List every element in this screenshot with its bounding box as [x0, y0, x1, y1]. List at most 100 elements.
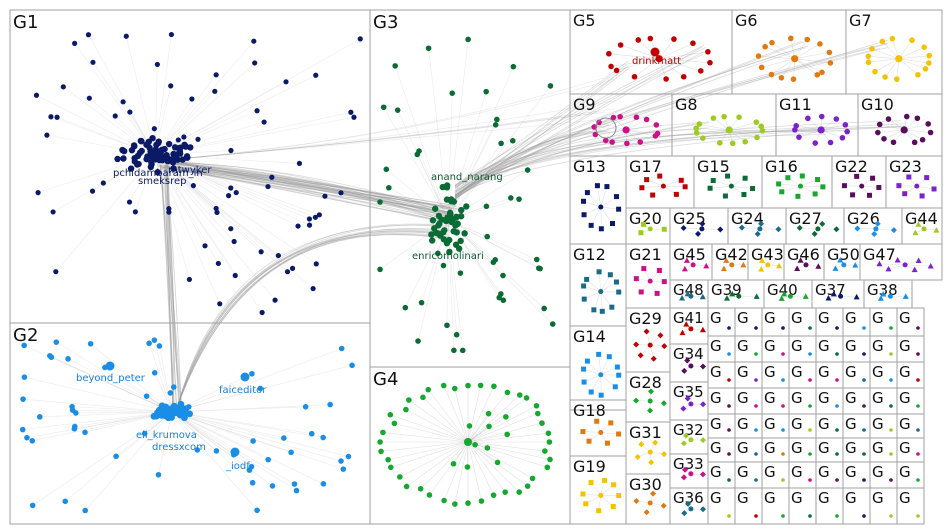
- node-g3: [484, 233, 491, 240]
- edge-spoke: [796, 125, 822, 131]
- node-g2: [69, 407, 76, 413]
- node-g33: [699, 471, 706, 478]
- edge-spoke: [584, 291, 601, 300]
- edge-spoke: [778, 183, 801, 187]
- node-g42: [740, 261, 747, 268]
- node-g13: [588, 222, 594, 228]
- node-g15-hub: [728, 183, 734, 189]
- edge-g1-g2: [166, 164, 174, 406]
- node-g8: [742, 138, 748, 145]
- edge-spoke: [820, 129, 843, 139]
- small-group-label: G: [872, 337, 884, 355]
- node-g1: [275, 252, 281, 259]
- edge-spoke: [600, 281, 617, 292]
- edge-spoke: [171, 411, 258, 511]
- node-small: [781, 478, 785, 482]
- node-g19: [583, 501, 589, 507]
- edge-g1-g2: [167, 164, 182, 406]
- node-g3: [500, 272, 506, 279]
- node-g30: [660, 502, 667, 509]
- edge-g2-g3: [177, 234, 445, 406]
- edge-spoke: [594, 126, 627, 131]
- node-g47: [894, 256, 901, 263]
- edge-spoke: [467, 434, 508, 443]
- small-group-label: G: [818, 415, 830, 433]
- small-group-label: G: [791, 489, 803, 507]
- edge-spoke: [422, 397, 469, 443]
- edge-g2-g3: [177, 231, 447, 406]
- node-g4: [491, 383, 497, 390]
- small-group-label: G: [737, 463, 749, 481]
- small-group-label: G: [899, 309, 911, 327]
- small-group-label: G: [845, 489, 857, 507]
- node-g13: [598, 226, 604, 232]
- node-g23: [931, 186, 937, 192]
- node-g33: [680, 474, 687, 481]
- small-group-label: G: [899, 489, 911, 507]
- edge-spoke: [595, 129, 627, 135]
- node-g38: [877, 295, 884, 301]
- node-g4: [516, 489, 523, 495]
- edge-spoke: [22, 411, 173, 430]
- node-g16: [779, 189, 785, 195]
- edge-spoke: [394, 423, 469, 443]
- node-g2: [156, 343, 163, 349]
- node-g2: [338, 345, 345, 352]
- group-label-g19: G19: [573, 457, 606, 476]
- small-group-box: [896, 487, 925, 525]
- node-g43: [758, 266, 765, 272]
- node-g4: [466, 423, 473, 429]
- group-label-g18: G18: [573, 401, 606, 420]
- edge-spoke: [154, 340, 173, 413]
- edge-g3-external: [454, 127, 709, 198]
- node-g32: [680, 440, 687, 447]
- node-g9: [637, 139, 644, 145]
- edge-spoke: [605, 129, 627, 141]
- edges: [22, 34, 937, 514]
- edge-spoke: [154, 74, 217, 156]
- node-g16: [815, 177, 821, 183]
- edge-g1-g2: [159, 164, 182, 406]
- group-label-g6: G6: [735, 11, 758, 30]
- edge-spoke: [593, 291, 602, 310]
- node-g4: [472, 441, 478, 448]
- node-g11: [844, 128, 850, 135]
- node-g2: [170, 384, 177, 390]
- node-small: [754, 326, 758, 330]
- edge-g3-external: [454, 125, 903, 191]
- node-g18: [580, 429, 586, 435]
- node-g1: [202, 243, 208, 249]
- node-g2: [265, 456, 272, 463]
- node-g2: [21, 342, 27, 349]
- node-g1-core: [152, 151, 159, 159]
- small-group-label: G: [710, 337, 722, 355]
- group-label-g29: G29: [629, 309, 662, 328]
- node-g3-core: [431, 205, 439, 212]
- node-g5: [635, 37, 642, 43]
- node-g2: [19, 426, 26, 433]
- node-g12-hub: [598, 289, 604, 295]
- node-g1-core: [153, 141, 160, 149]
- node-g20-hub: [647, 226, 653, 232]
- node-g2: [87, 340, 94, 347]
- node-g6-hub: [791, 55, 799, 63]
- node-g1: [120, 99, 126, 105]
- node-g4: [516, 392, 523, 398]
- node-g11: [833, 116, 840, 122]
- node-g3: [415, 338, 421, 344]
- edge-g3-external: [454, 53, 704, 199]
- node-g26-hub: [873, 226, 879, 232]
- node-g14: [598, 392, 604, 398]
- node-g13-hub: [598, 204, 604, 210]
- node-g4: [397, 474, 403, 480]
- node-small: [727, 478, 731, 482]
- node-g37: [825, 294, 832, 301]
- node-g3: [444, 322, 450, 329]
- node-g1: [228, 147, 234, 154]
- node-g2-hub: [230, 447, 240, 457]
- node-g1: [357, 36, 363, 42]
- node-g1: [89, 188, 96, 194]
- node-small: [835, 514, 839, 518]
